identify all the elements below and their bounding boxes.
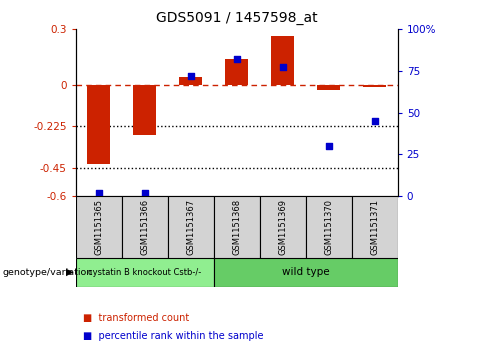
Text: ■  percentile rank within the sample: ■ percentile rank within the sample bbox=[83, 331, 264, 341]
Text: GSM1151368: GSM1151368 bbox=[232, 199, 241, 255]
Text: ■  transformed count: ■ transformed count bbox=[83, 313, 189, 323]
Text: GSM1151365: GSM1151365 bbox=[94, 199, 103, 255]
Point bbox=[141, 190, 148, 196]
Text: GSM1151366: GSM1151366 bbox=[140, 199, 149, 255]
Bar bbox=[271, 36, 294, 85]
Bar bbox=[225, 59, 248, 85]
Point bbox=[371, 118, 379, 124]
Bar bbox=[214, 258, 398, 287]
Title: GDS5091 / 1457598_at: GDS5091 / 1457598_at bbox=[156, 11, 318, 25]
Point bbox=[233, 56, 241, 62]
Bar bbox=[305, 196, 352, 258]
Point bbox=[187, 73, 195, 79]
Bar bbox=[76, 258, 214, 287]
Point bbox=[325, 143, 333, 149]
Bar bbox=[260, 196, 305, 258]
Text: ▶: ▶ bbox=[66, 267, 74, 277]
Text: GSM1151370: GSM1151370 bbox=[324, 199, 333, 255]
Text: cystatin B knockout Cstb-/-: cystatin B knockout Cstb-/- bbox=[88, 268, 201, 277]
Point bbox=[279, 65, 286, 70]
Bar bbox=[122, 196, 168, 258]
Text: GSM1151369: GSM1151369 bbox=[278, 199, 287, 255]
Bar bbox=[168, 196, 214, 258]
Point bbox=[95, 190, 102, 196]
Bar bbox=[317, 85, 340, 90]
Bar bbox=[352, 196, 398, 258]
Bar bbox=[133, 85, 156, 135]
Bar bbox=[76, 196, 122, 258]
Bar bbox=[87, 85, 110, 164]
Text: GSM1151367: GSM1151367 bbox=[186, 199, 195, 255]
Text: GSM1151371: GSM1151371 bbox=[370, 199, 379, 255]
Text: wild type: wild type bbox=[282, 267, 329, 277]
Bar bbox=[214, 196, 260, 258]
Text: genotype/variation: genotype/variation bbox=[2, 268, 93, 277]
Bar bbox=[363, 85, 386, 86]
Bar bbox=[179, 77, 202, 85]
